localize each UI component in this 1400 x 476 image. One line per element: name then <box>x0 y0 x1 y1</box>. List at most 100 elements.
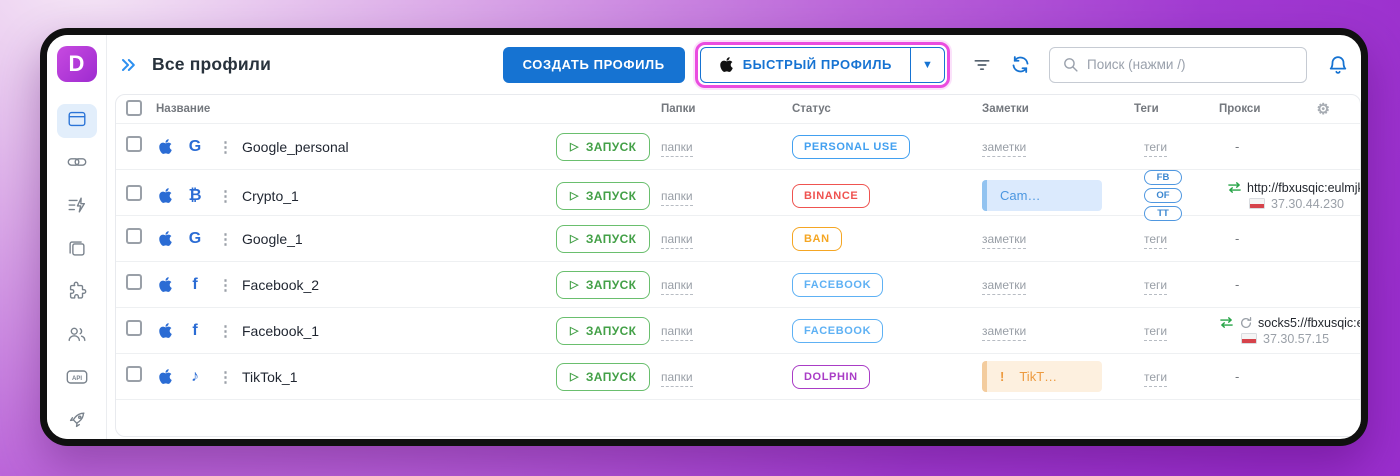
column-status[interactable]: Статус <box>792 103 831 115</box>
table-row: f ⋮ Facebook_1 ▷ ЗАПУСК папки FACEBOOK за… <box>116 308 1360 354</box>
notes-link[interactable]: заметки <box>982 139 1027 157</box>
row-checkbox[interactable] <box>126 136 142 152</box>
launch-button[interactable]: ▷ ЗАПУСК <box>556 132 651 161</box>
sidebar-item-launcher[interactable] <box>57 405 97 439</box>
apple-icon <box>156 368 174 385</box>
proxy-cell[interactable]: http://fbxusqic:eulmjknh 37.30.44.230 <box>1219 181 1360 211</box>
sidebar-item-team[interactable] <box>57 319 97 353</box>
proxy-cell[interactable]: socks5://fbxusqic:eu 37.30.57.15 <box>1219 316 1360 346</box>
folders-link[interactable]: папки <box>661 231 693 249</box>
folders-link[interactable]: папки <box>661 277 693 295</box>
apple-icon <box>719 56 734 73</box>
google-icon: G <box>188 137 202 155</box>
folders-link[interactable]: папки <box>661 369 693 387</box>
row-menu-icon[interactable]: ⋮ <box>218 230 233 248</box>
notifications-bell-icon[interactable] <box>1323 49 1353 80</box>
note-chip[interactable]: Cam… <box>982 180 1102 211</box>
poland-flag-icon <box>1241 333 1257 344</box>
row-menu-icon[interactable]: ⋮ <box>218 322 233 340</box>
create-profile-button[interactable]: СОЗДАТЬ ПРОФИЛЬ <box>502 46 685 83</box>
tag-pill[interactable]: TT <box>1144 206 1182 221</box>
status-badge[interactable]: BAN <box>792 226 842 251</box>
launch-button[interactable]: ▷ ЗАПУСК <box>556 270 651 299</box>
poland-flag-icon <box>1249 198 1265 209</box>
launch-button[interactable]: ▷ ЗАПУСК <box>556 181 651 210</box>
refresh-icon[interactable] <box>1006 50 1035 79</box>
quick-profile-button[interactable]: БЫСТРЫЙ ПРОФИЛЬ <box>701 48 910 82</box>
row-checkbox[interactable] <box>126 320 142 336</box>
sidebar-item-profiles[interactable] <box>56 104 97 138</box>
play-icon: ▷ <box>570 190 579 202</box>
users-icon <box>66 323 88 350</box>
search-input[interactable] <box>1087 57 1294 72</box>
table-settings-gear-icon[interactable]: ⚙ <box>1316 101 1330 118</box>
tag-pill[interactable]: OF <box>1144 188 1182 203</box>
column-folders[interactable]: Папки <box>661 103 696 115</box>
proxy-empty: - <box>1235 138 1240 154</box>
proxy-ip: 37.30.57.15 <box>1263 331 1330 346</box>
select-all-checkbox[interactable] <box>126 99 142 116</box>
notes-link[interactable]: заметки <box>982 231 1027 249</box>
folders-link[interactable]: папки <box>661 323 693 341</box>
sidebar-item-api[interactable]: API <box>57 362 97 396</box>
play-icon: ▷ <box>570 141 579 153</box>
filter-icon[interactable] <box>968 52 996 78</box>
table-row: ♪ ⋮ TikTok_1 ▷ ЗАПУСК папки DOLPHIN ! TikT… <box>116 354 1360 400</box>
notes-link[interactable]: заметки <box>982 277 1027 295</box>
tags-link[interactable]: теги <box>1144 323 1168 341</box>
apple-icon <box>156 276 174 293</box>
collapse-sidebar-icon[interactable] <box>118 55 138 75</box>
launch-button[interactable]: ▷ ЗАПУСК <box>556 316 651 345</box>
tags-link[interactable]: теги <box>1144 369 1168 387</box>
apple-icon <box>156 230 174 247</box>
column-notes[interactable]: Заметки <box>982 103 1029 115</box>
tag-pill[interactable]: FB <box>1144 170 1182 185</box>
row-checkbox[interactable] <box>126 228 142 244</box>
profile-name: Google_1 <box>242 230 303 247</box>
status-badge[interactable]: PERSONAL USE <box>792 134 910 159</box>
search-box <box>1049 46 1307 83</box>
app-window: D <box>40 28 1368 446</box>
column-name[interactable]: Название <box>156 103 211 115</box>
status-badge[interactable]: BINANCE <box>792 183 871 208</box>
launch-button[interactable]: ▷ ЗАПУСК <box>556 362 651 391</box>
sidebar-item-automation[interactable] <box>57 190 97 224</box>
facebook-icon: f <box>192 275 198 293</box>
quick-profile-dropdown[interactable]: ▼ <box>910 47 944 82</box>
dolphin-logo[interactable]: D <box>56 46 97 82</box>
tiktok-icon: ♪ <box>191 367 199 385</box>
sidebar-item-extensions[interactable] <box>57 276 97 310</box>
row-menu-icon[interactable]: ⋮ <box>218 368 233 386</box>
table-row: G ⋮ Google_1 ▷ ЗАПУСК папки BAN заметки т… <box>116 216 1360 262</box>
profile-name: Crypto_1 <box>242 187 299 204</box>
sidebar-item-proxy[interactable] <box>57 147 97 181</box>
folders-link[interactable]: папки <box>661 139 693 157</box>
status-badge[interactable]: FACEBOOK <box>792 318 884 343</box>
proxy-rotate-icon[interactable] <box>1239 316 1253 330</box>
column-proxy[interactable]: Прокси <box>1219 103 1261 115</box>
browser-window-icon <box>66 108 88 135</box>
sidebar-item-bookmarks[interactable] <box>57 233 97 267</box>
note-chip[interactable]: ! TikT… <box>982 361 1102 392</box>
launch-button[interactable]: ▷ ЗАПУСК <box>556 224 651 253</box>
tags-link[interactable]: теги <box>1144 139 1168 157</box>
row-checkbox[interactable] <box>126 366 142 382</box>
row-menu-icon[interactable]: ⋮ <box>218 187 233 205</box>
folders-link[interactable]: папки <box>661 188 693 206</box>
row-menu-icon[interactable]: ⋮ <box>218 138 233 156</box>
row-menu-icon[interactable]: ⋮ <box>218 276 233 294</box>
status-badge[interactable]: DOLPHIN <box>792 364 870 389</box>
tags-link[interactable]: теги <box>1144 231 1168 249</box>
row-checkbox[interactable] <box>126 185 142 201</box>
proxy-url: socks5://fbxusqic:eu <box>1258 315 1360 330</box>
notes-link[interactable]: заметки <box>982 323 1027 341</box>
column-tags[interactable]: Теги <box>1134 103 1159 115</box>
profile-name: Facebook_2 <box>242 276 320 293</box>
google-icon: G <box>188 229 202 247</box>
status-badge[interactable]: FACEBOOK <box>792 272 884 297</box>
tags-link[interactable]: теги <box>1144 277 1168 295</box>
row-checkbox[interactable] <box>126 274 142 290</box>
bitcoin-icon: ₿ <box>188 186 202 204</box>
list-lightning-icon <box>66 194 88 221</box>
link-icon <box>66 151 88 178</box>
